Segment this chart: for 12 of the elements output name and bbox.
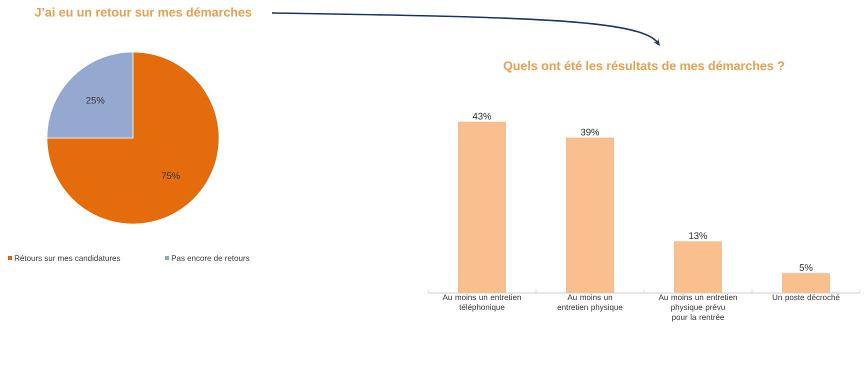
chart-title: J’ai eu un retour sur mes démarches [34, 7, 252, 17]
bar [674, 241, 722, 293]
chart-title: Quels ont été les résultats de mes démarches ? [504, 60, 784, 72]
bar [782, 273, 830, 293]
bar [458, 122, 506, 293]
bar [566, 138, 614, 293]
data-label: 39% [580, 128, 600, 136]
data-label: 5% [800, 264, 813, 271]
data-label: 43% [472, 112, 492, 120]
data-label: 25% [86, 96, 104, 104]
data-label: 13% [689, 232, 708, 240]
data-label: 75% [162, 172, 180, 180]
